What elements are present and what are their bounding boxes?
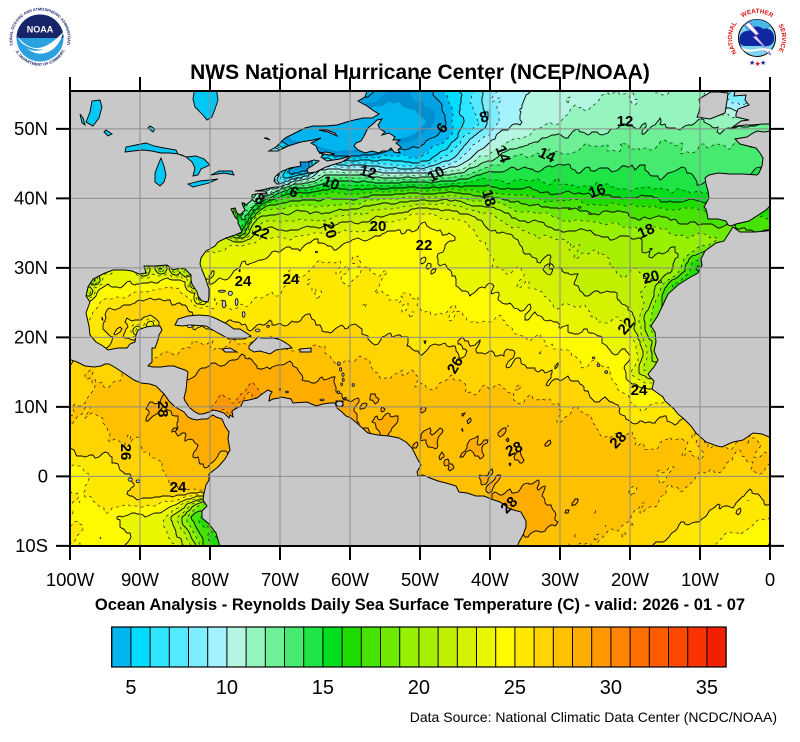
svg-text:70W: 70W	[261, 569, 300, 590]
svg-text:16: 16	[586, 181, 607, 203]
svg-text:★: ★	[749, 59, 755, 67]
svg-text:NOAA: NOAA	[27, 25, 54, 35]
svg-text:30: 30	[600, 677, 622, 699]
svg-text:28: 28	[154, 401, 171, 418]
svg-text:20: 20	[319, 220, 340, 241]
svg-text:90W: 90W	[121, 569, 160, 590]
svg-text:★: ★	[755, 60, 761, 68]
svg-text:28: 28	[503, 438, 525, 460]
svg-text:20: 20	[641, 267, 662, 288]
svg-text:40N: 40N	[14, 187, 48, 208]
svg-text:30N: 30N	[14, 257, 48, 278]
svg-text:24: 24	[235, 273, 252, 290]
svg-text:100W: 100W	[46, 569, 95, 590]
svg-text:10N: 10N	[14, 396, 48, 417]
svg-text:★: ★	[760, 59, 766, 67]
svg-text:10S: 10S	[15, 535, 48, 556]
svg-text:NWS National Hurricane Center: NWS National Hurricane Center (NCEP/NOAA…	[190, 61, 650, 84]
svg-text:10: 10	[425, 163, 448, 186]
svg-text:20N: 20N	[14, 326, 48, 347]
svg-text:10: 10	[320, 173, 341, 195]
svg-text:10W: 10W	[681, 569, 720, 590]
svg-text:25: 25	[504, 677, 526, 699]
svg-text:14: 14	[536, 144, 559, 167]
svg-text:WEATHER: WEATHER	[740, 8, 775, 20]
svg-text:14: 14	[492, 143, 514, 165]
svg-text:Data Source: National Climatic: Data Source: National Climatic Data Cent…	[410, 709, 777, 725]
svg-text:26: 26	[444, 354, 467, 377]
svg-text:30W: 30W	[541, 569, 580, 590]
svg-text:0: 0	[765, 569, 775, 590]
svg-text:5: 5	[125, 677, 136, 699]
svg-text:10: 10	[216, 677, 238, 699]
svg-text:0: 0	[38, 465, 48, 486]
svg-text:18: 18	[478, 188, 499, 209]
svg-text:SERVICE: SERVICE	[777, 23, 787, 54]
svg-text:12: 12	[617, 113, 634, 130]
svg-text:40W: 40W	[471, 569, 510, 590]
svg-text:22: 22	[250, 222, 271, 244]
svg-text:26: 26	[117, 444, 134, 461]
svg-text:24: 24	[170, 479, 187, 496]
svg-text:60W: 60W	[331, 569, 370, 590]
svg-text:35: 35	[696, 677, 718, 699]
svg-text:20: 20	[370, 218, 387, 235]
svg-text:15: 15	[312, 677, 334, 699]
svg-text:Ocean Analysis - Reynolds Dail: Ocean Analysis - Reynolds Daily Sea Surf…	[95, 596, 745, 614]
svg-text:80W: 80W	[191, 569, 230, 590]
svg-text:18: 18	[635, 220, 657, 242]
svg-text:50N: 50N	[14, 118, 48, 139]
svg-text:NATIONAL: NATIONAL	[727, 20, 739, 55]
svg-text:50W: 50W	[401, 569, 440, 590]
svg-text:12: 12	[358, 162, 379, 183]
svg-text:24: 24	[283, 271, 300, 288]
svg-text:24: 24	[631, 382, 648, 399]
svg-text:20: 20	[408, 677, 430, 699]
svg-text:22: 22	[416, 237, 433, 254]
svg-text:20W: 20W	[611, 569, 650, 590]
